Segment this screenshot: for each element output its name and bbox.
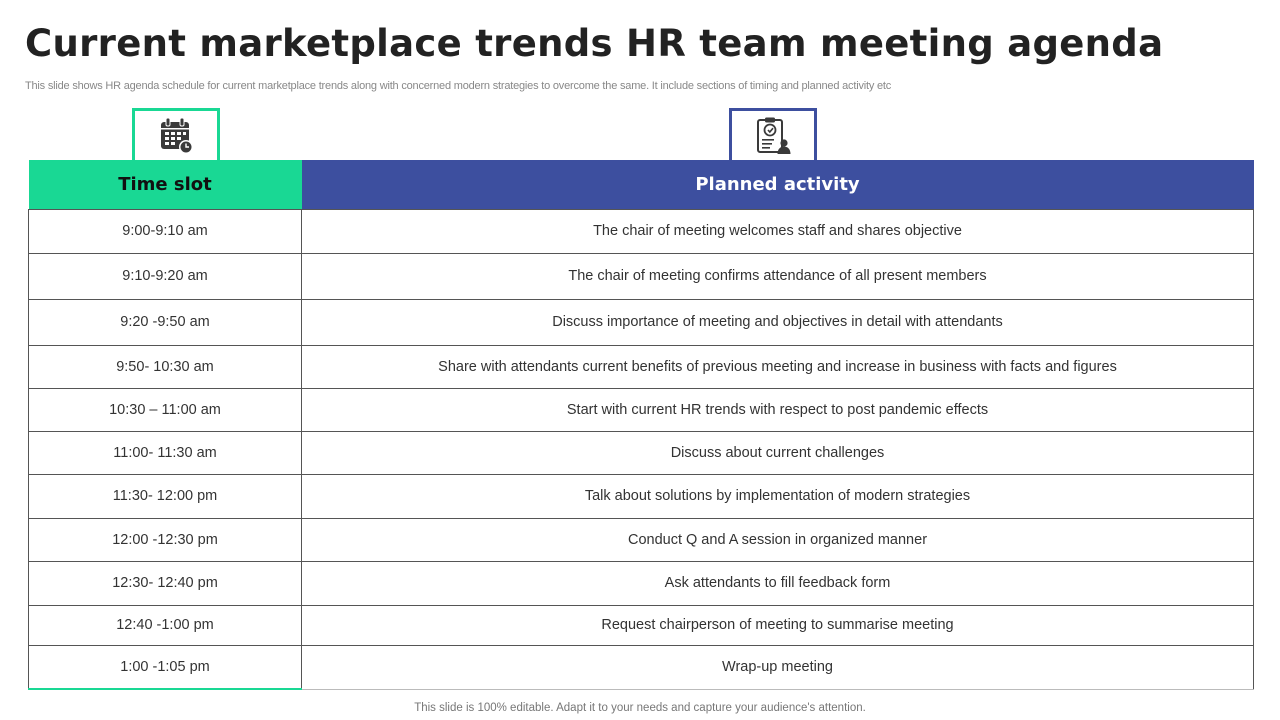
table-row: 12:00 -12:30 pm Conduct Q and A session i… (28, 517, 1254, 562)
table-header-row: Time slot Planned activity (28, 160, 1254, 209)
agenda-body: 9:00-9:10 am The chair of meeting welcome… (28, 208, 1254, 690)
time-slot-cell: 9:20 -9:50 am (28, 298, 302, 346)
time-slot-cell: 11:00- 11:30 am (28, 430, 302, 475)
time-slot-cell: 12:30- 12:40 pm (28, 560, 302, 606)
activity-icon-tab (729, 108, 817, 160)
planned-activity-cell: Request chairperson of meeting to summar… (301, 604, 1254, 646)
table-row: 11:30- 12:00 pm Talk about solutions by i… (28, 473, 1254, 519)
planned-activity-cell: Share with attendants current benefits o… (301, 344, 1254, 389)
clipboard-person-icon (757, 117, 791, 154)
time-slot-cell: 9:10-9:20 am (28, 252, 302, 300)
footer-note: This slide is 100% editable. Adapt it to… (414, 702, 866, 714)
table-row: 11:00- 11:30 am Discuss about current cha… (28, 430, 1254, 475)
time-slot-cell: 11:30- 12:00 pm (28, 473, 302, 519)
slide-title: Current marketplace trends HR team meeti… (25, 22, 1164, 65)
planned-activity-cell: The chair of meeting confirms attendance… (301, 252, 1254, 300)
table-row: 9:10-9:20 am The chair of meeting confirm… (28, 252, 1254, 300)
calendar-clock-icon (161, 117, 193, 154)
planned-activity-cell: Start with current HR trends with respec… (301, 387, 1254, 432)
planned-activity-cell: Ask attendants to fill feedback form (301, 560, 1254, 606)
table-row: 12:30- 12:40 pm Ask attendants to fill fe… (28, 560, 1254, 606)
header-time-slot: Time slot (28, 160, 302, 209)
planned-activity-cell: Conduct Q and A session in organized man… (301, 517, 1254, 562)
planned-activity-cell: The chair of meeting welcomes staff and … (301, 208, 1254, 254)
planned-activity-cell: Discuss about current challenges (301, 430, 1254, 475)
table-row: 10:30 – 11:00 am Start with current HR tr… (28, 387, 1254, 432)
table-row: 9:20 -9:50 am Discuss importance of meeti… (28, 298, 1254, 346)
table-row: 9:50- 10:30 am Share with attendants curr… (28, 344, 1254, 389)
table-row: 12:40 -1:00 pm Request chairperson of mee… (28, 604, 1254, 646)
planned-activity-cell: Discuss importance of meeting and object… (301, 298, 1254, 346)
slide-subtitle: This slide shows HR agenda schedule for … (25, 80, 892, 92)
time-slot-cell: 9:00-9:10 am (28, 208, 302, 254)
header-planned-activity: Planned activity (301, 160, 1254, 209)
agenda-table: Time slot Planned activity 9:00-9:10 am T… (28, 160, 1254, 690)
time-slot-cell: 9:50- 10:30 am (28, 344, 302, 389)
time-slot-cell: 1:00 -1:05 pm (28, 644, 302, 690)
time-slot-cell: 12:00 -12:30 pm (28, 517, 302, 562)
table-row: 9:00-9:10 am The chair of meeting welcome… (28, 208, 1254, 254)
time-slot-cell: 12:40 -1:00 pm (28, 604, 302, 646)
planned-activity-cell: Talk about solutions by implementation o… (301, 473, 1254, 519)
time-icon-tab (132, 108, 220, 160)
table-row: 1:00 -1:05 pm Wrap-up meeting (28, 644, 1254, 690)
planned-activity-cell: Wrap-up meeting (301, 644, 1254, 690)
time-slot-cell: 10:30 – 11:00 am (28, 387, 302, 432)
